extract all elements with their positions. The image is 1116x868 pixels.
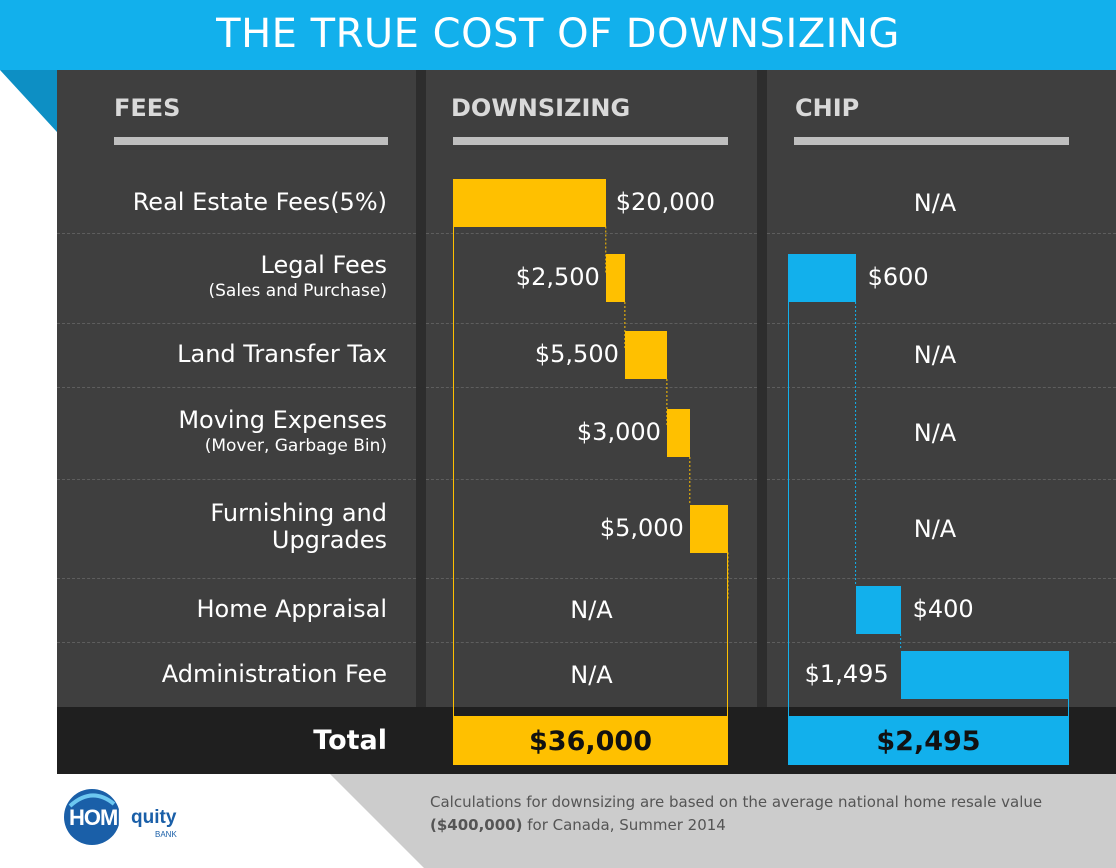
chip-na: N/A (913, 188, 957, 217)
downsizing-bar (666, 409, 690, 457)
downsizing-value-label: $2,500 (515, 263, 600, 291)
row-separator (426, 233, 757, 234)
chip-na: N/A (913, 341, 957, 369)
downsizing-total: $36,000 (453, 716, 728, 765)
row-separator (57, 642, 416, 643)
chip-value-label: $1,495 (804, 659, 889, 688)
chip-na: N/A (913, 419, 957, 447)
homequity-bank-logo: HOME quity BANK (64, 789, 177, 845)
category-label-main: Legal Fees (260, 251, 387, 279)
title-banner (0, 0, 1116, 70)
row-separator (767, 387, 1116, 388)
row-separator (57, 578, 416, 579)
row-separator (426, 578, 757, 579)
logo-equity-text: quity (131, 807, 177, 828)
fees-header-rule (114, 137, 388, 145)
row-separator (767, 323, 1116, 324)
downsizing-value-label: $20,000 (615, 187, 716, 216)
downsizing-header-rule (453, 137, 728, 145)
category-label: Moving Expenses (Mover, Garbage Bin) (57, 406, 387, 456)
downsizing-bar (689, 504, 728, 553)
chip-value-label: $400 (912, 595, 974, 623)
category-label-main: Land Transfer Tax (177, 340, 387, 368)
chip-value-label: $600 (867, 263, 929, 291)
row-separator (57, 233, 416, 234)
row-separator (767, 578, 1116, 579)
logo-bank-text: BANK (155, 830, 177, 839)
category-label: Administration Fee (57, 659, 387, 689)
downsizing-na: N/A (570, 596, 613, 624)
footer-band (330, 774, 1116, 868)
downsizing-bar (605, 254, 625, 302)
chip-header-rule (794, 137, 1069, 145)
downsizing-header: DOWNSIZING (451, 94, 631, 122)
downsizing-value-label: $5,500 (534, 340, 619, 368)
category-label-main: Administration Fee (161, 659, 387, 688)
downsizing-value-label: $5,000 (599, 513, 684, 542)
category-label: Legal Fees (Sales and Purchase) (57, 251, 388, 301)
footnote-line2: for Canada, Summer 2014 (522, 816, 726, 834)
downsizing-bar (624, 331, 667, 379)
row-separator (426, 323, 757, 324)
row-separator (57, 479, 416, 480)
chip-bar (855, 586, 901, 634)
footnote: Calculations for downsizing are based on… (430, 791, 1110, 837)
row-separator (57, 323, 416, 324)
footnote-line1: Calculations for downsizing are based on… (430, 793, 1043, 811)
chip-bar (900, 650, 1069, 699)
row-separator (767, 642, 1116, 643)
row-separator (426, 642, 757, 643)
page-title: THE TRUE COST OF DOWNSIZING (216, 11, 900, 57)
banner-fold (0, 70, 57, 132)
total-label: Total (313, 725, 387, 756)
category-label-main: Home Appraisal (196, 595, 387, 623)
category-label-main: Furnishing and Upgrades (210, 498, 387, 555)
category-label-main: Moving Expenses (178, 406, 387, 434)
category-label-sub: (Sales and Purchase) (208, 280, 388, 301)
downsizing-na: N/A (570, 660, 613, 689)
row-separator (426, 479, 757, 480)
category-label: Land Transfer Tax (57, 340, 387, 369)
footnote-value: ($400,000) (430, 816, 523, 834)
chip-total: $2,495 (788, 716, 1069, 765)
row-separator (426, 387, 757, 388)
downsizing-value-label: $3,000 (576, 418, 661, 446)
chip-header: CHIP (795, 94, 860, 122)
row-separator (767, 479, 1116, 480)
category-label: Home Appraisal (57, 595, 387, 624)
chip-bar (788, 254, 856, 302)
category-label: Furnishing and Upgrades (57, 498, 387, 555)
fees-header: FEES (114, 94, 181, 122)
category-label-main: Real Estate Fees(5%) (132, 187, 387, 216)
chip-na: N/A (913, 514, 957, 543)
fees-column (57, 70, 416, 707)
logo-home-text: HOME (69, 805, 131, 830)
row-separator (57, 387, 416, 388)
row-separator (767, 233, 1116, 234)
downsizing-column (426, 70, 757, 707)
category-label-sub: (Mover, Garbage Bin) (204, 435, 387, 456)
chip-column (767, 70, 1116, 707)
downsizing-bar (453, 178, 606, 227)
category-label: Real Estate Fees(5%) (57, 187, 387, 217)
